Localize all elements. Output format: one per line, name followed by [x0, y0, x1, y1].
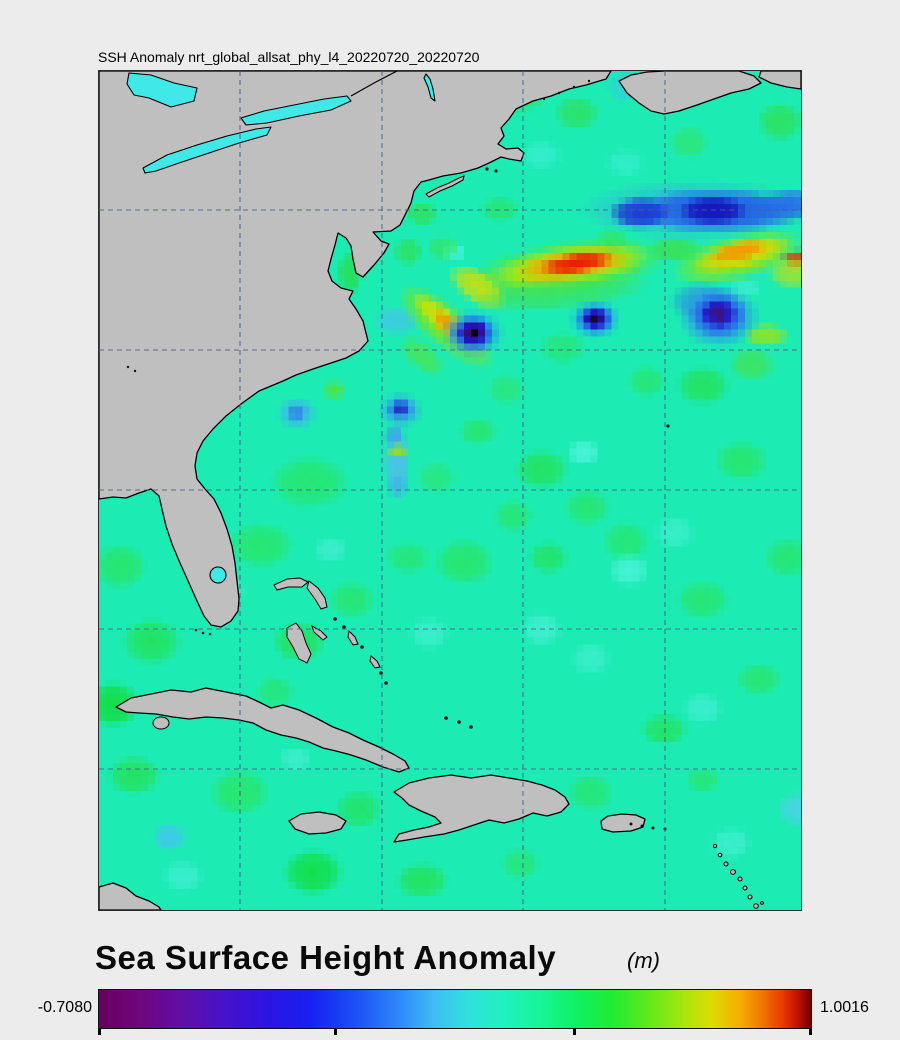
lake-erie	[142, 126, 272, 174]
bahama-cay-3	[360, 645, 364, 649]
turks-1	[444, 716, 448, 720]
isla-juventud	[152, 716, 170, 730]
long-island	[425, 175, 465, 198]
land-puerto-rico	[600, 813, 646, 833]
long-island-bahamas	[347, 629, 359, 646]
turks-2	[457, 720, 461, 724]
andros	[286, 622, 312, 664]
antilles-2	[717, 852, 723, 858]
florida-key-1	[194, 628, 198, 632]
antilles-1	[712, 843, 718, 849]
colorbar-title: Sea Surface Height Anomaly	[95, 939, 557, 976]
antilles-6	[747, 894, 753, 900]
coastal-fleck-2	[133, 369, 137, 373]
antilles-5	[742, 885, 748, 891]
virgin-island-1	[629, 822, 633, 826]
colorbar-units: (m)	[627, 948, 660, 973]
colorbar-tick	[809, 1029, 812, 1035]
colorbar-title-row: Sea Surface Height Anomaly	[95, 939, 556, 977]
turks-3	[469, 725, 473, 729]
land-hispaniola	[393, 774, 570, 843]
land-cape-breton	[758, 71, 801, 90]
antilles-4	[737, 876, 743, 882]
st-lawrence-river	[350, 71, 398, 97]
marthas-vineyard	[485, 167, 489, 171]
florida-key-2	[201, 631, 205, 635]
bahama-cay-5	[384, 681, 388, 685]
colorbar-tick	[572, 1029, 576, 1035]
lake-champlain	[423, 73, 436, 102]
lake-huron	[126, 72, 198, 108]
colorbar-min-label: -0.7080	[37, 999, 92, 1016]
coastal-fleck-1	[126, 365, 130, 369]
colorbar-gradient	[98, 989, 812, 1029]
colorbar-max-label: 1.0016	[820, 999, 869, 1016]
colorbar-ticks	[98, 1029, 812, 1035]
maine-islet-1	[542, 97, 546, 101]
eleuthera	[311, 624, 328, 641]
virgin-island-3	[651, 826, 655, 830]
lake-okeechobee	[209, 566, 227, 584]
abaco	[306, 580, 328, 610]
virgin-island-2	[640, 824, 644, 828]
bahama-cay-1	[333, 617, 337, 621]
maine-islet-2	[557, 91, 561, 95]
nantucket	[494, 169, 498, 173]
grand-bahama	[273, 577, 309, 591]
maine-islet-4	[587, 79, 591, 83]
land-jamaica	[288, 811, 347, 835]
lake-ontario	[240, 95, 352, 126]
colorbar-tick	[98, 1029, 101, 1035]
bahama-cay-2	[342, 625, 346, 629]
land-cuba	[115, 687, 410, 773]
map-title: SSH Anomaly nrt_global_allsat_phy_l4_202…	[98, 49, 480, 65]
antilles-3	[723, 861, 729, 867]
maine-islet-3	[572, 85, 576, 89]
map-overlay	[99, 71, 801, 910]
land-nova-scotia	[618, 71, 762, 115]
antilles-8	[760, 901, 764, 905]
florida-key-3	[208, 632, 212, 636]
crooked-island	[369, 655, 381, 669]
bahama-cay-4	[379, 671, 383, 675]
land-central-america	[99, 882, 162, 910]
ssh-map	[98, 70, 802, 911]
antilles-guadeloupe	[730, 869, 736, 875]
antilles-7	[753, 903, 759, 909]
colorbar-tick	[334, 1029, 338, 1035]
graticule-gridlines	[99, 71, 801, 910]
bermuda	[666, 424, 670, 428]
